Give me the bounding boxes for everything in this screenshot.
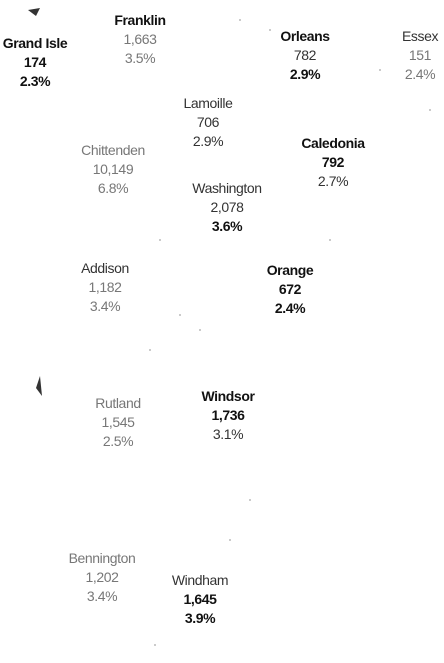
county-percent: 6.8% — [98, 180, 128, 196]
county-percent: 2.9% — [193, 133, 223, 149]
county-count: 672 — [279, 281, 302, 297]
county-percent: 2.9% — [290, 66, 321, 82]
county-count: 174 — [24, 54, 47, 70]
county-count: 1,645 — [183, 591, 217, 607]
county-name: Washington — [192, 180, 261, 196]
county-percent: 3.5% — [125, 50, 155, 66]
county-percent: 2.3% — [20, 73, 51, 89]
county-count: 706 — [197, 114, 220, 130]
county-name: Essex — [402, 28, 439, 44]
map-speckle — [149, 19, 431, 646]
county-name: Grand Isle — [3, 35, 68, 51]
county-percent: 3.6% — [212, 218, 243, 234]
county-count: 792 — [322, 154, 345, 170]
county-count: 1,202 — [85, 569, 119, 585]
island-shape — [28, 8, 40, 16]
county-percent: 2.7% — [318, 173, 348, 189]
county-name: Windham — [172, 572, 228, 588]
county-name: Orleans — [280, 28, 330, 44]
county-percent: 3.4% — [90, 298, 120, 314]
county-percent: 2.5% — [103, 433, 133, 449]
county-percent: 3.9% — [185, 610, 216, 626]
county-count: 10,149 — [93, 161, 134, 177]
county-percent: 3.1% — [213, 426, 243, 442]
lake-shape — [36, 376, 42, 396]
county-name: Orange — [267, 262, 314, 278]
county-percent: 2.4% — [275, 300, 306, 316]
county-name: Bennington — [69, 550, 136, 566]
county-count: 782 — [294, 47, 317, 63]
county-count: 2,078 — [210, 199, 244, 215]
county-name: Caledonia — [301, 135, 365, 151]
county-name: Rutland — [95, 395, 140, 411]
county-percent: 3.4% — [87, 588, 117, 604]
county-name: Lamoille — [184, 95, 234, 111]
county-name: Addison — [81, 260, 129, 276]
county-count: 1,663 — [123, 31, 157, 47]
county-count: 1,182 — [88, 279, 122, 295]
county-name: Chittenden — [81, 142, 145, 158]
county-name: Windsor — [201, 388, 255, 404]
county-count: 151 — [409, 47, 432, 63]
county-count: 1,545 — [101, 414, 135, 430]
county-name: Franklin — [114, 12, 165, 28]
county-count: 1,736 — [211, 407, 245, 423]
county-percent: 2.4% — [405, 66, 435, 82]
